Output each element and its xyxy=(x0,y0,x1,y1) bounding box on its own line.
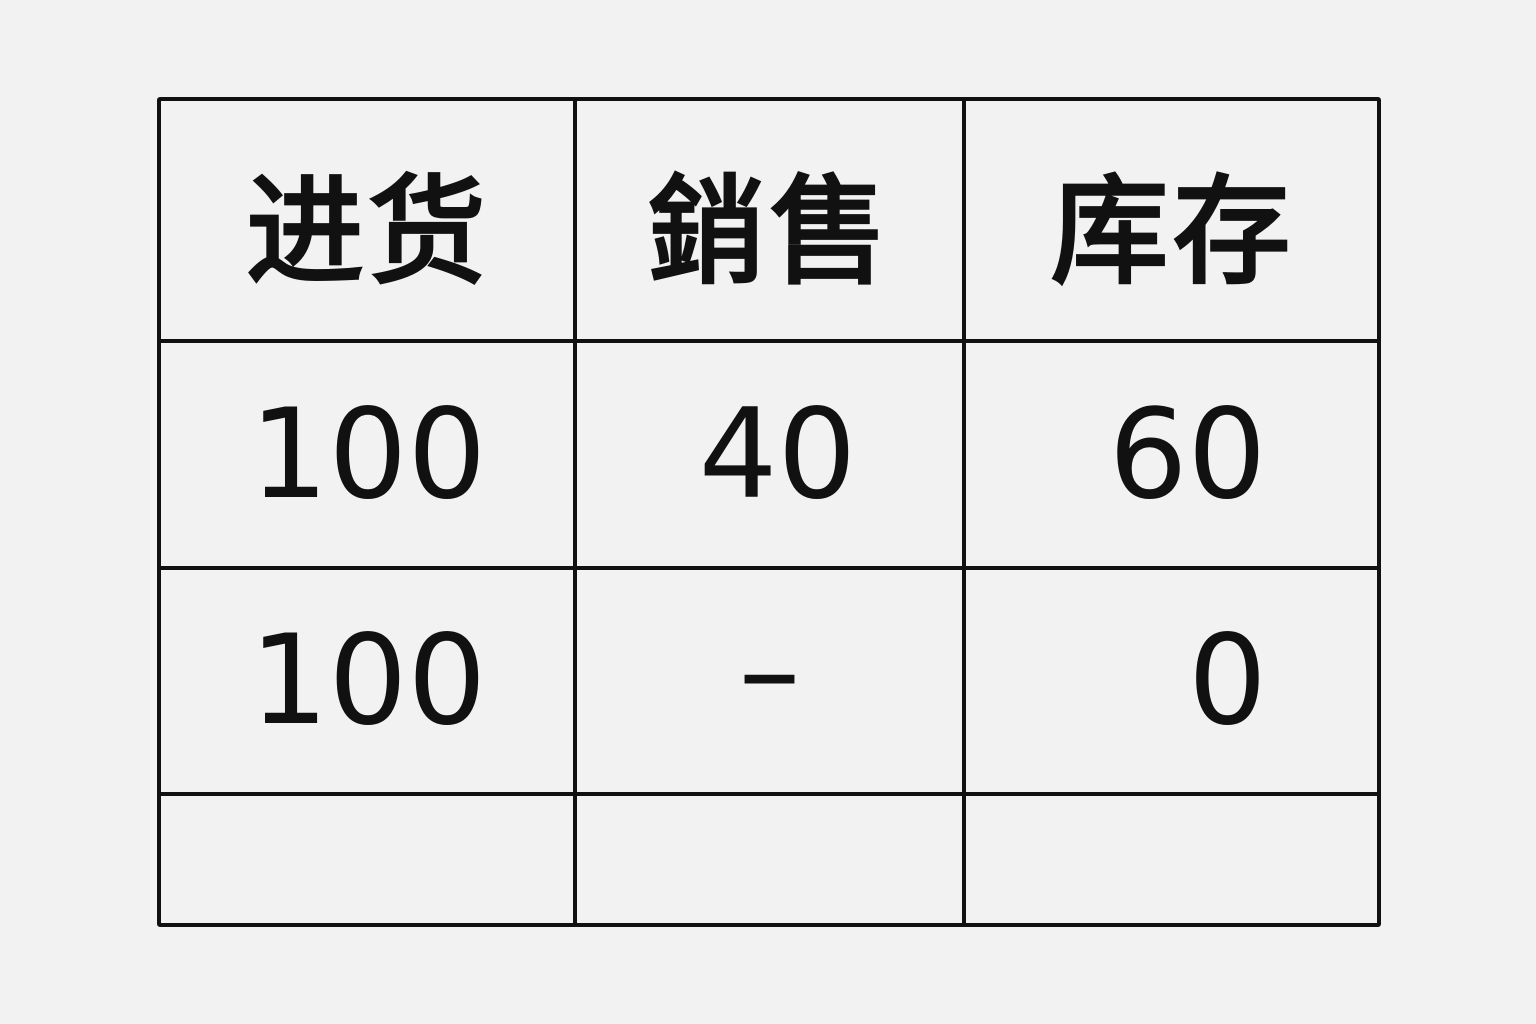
cell-stock xyxy=(964,794,1381,927)
column-divider xyxy=(962,101,966,923)
cell-sales: 40 xyxy=(698,382,857,527)
header-stock: 库存 xyxy=(1050,162,1295,301)
cell-sales: – xyxy=(738,599,801,743)
cell-purchase: 100 xyxy=(249,609,487,753)
header-purchase: 进货 xyxy=(245,162,490,301)
cell-stock: 0 xyxy=(1188,609,1267,753)
cell-purchase xyxy=(161,794,575,927)
cell-sales xyxy=(575,794,964,927)
row-divider xyxy=(161,339,1377,343)
row-divider xyxy=(161,566,1377,570)
row-divider xyxy=(161,792,1377,796)
header-sales: 銷售 xyxy=(647,162,892,301)
cell-purchase: 100 xyxy=(249,382,487,527)
inventory-table: 进货 銷售 库存 100 40 60 100 – 0 xyxy=(157,97,1381,927)
column-divider xyxy=(573,101,577,923)
cell-stock: 60 xyxy=(1108,382,1267,527)
